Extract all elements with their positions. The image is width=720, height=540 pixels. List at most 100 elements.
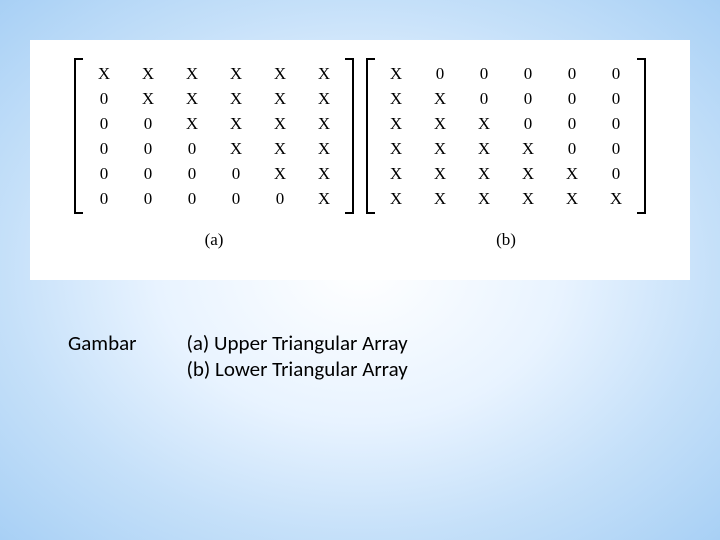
matrix-cell: 0 [594,61,638,86]
matrix-cell: 0 [506,111,550,136]
table-row: 0 0 X X X X [82,111,346,136]
matrix-cell: X [374,111,418,136]
matrix-cell: 0 [462,61,506,86]
matrix-cell: X [214,111,258,136]
matrix-cell: X [418,136,462,161]
table-row: X X X X X X [82,61,346,86]
matrix-b-wrap: X 0 0 0 0 0 X X 0 0 0 [366,58,646,250]
matrix-cell: 0 [594,161,638,186]
matrix-a-label: (a) [205,230,224,250]
table-row: X X X X 0 0 [374,136,638,161]
table-row: X 0 0 0 0 0 [374,61,638,86]
table-row: X X X 0 0 0 [374,111,638,136]
matrix-cell: 0 [126,136,170,161]
matrix-cell: X [258,86,302,111]
caption-prefix: Gambar [68,330,137,356]
matrix-cell: X [302,111,346,136]
matrix-cell: X [374,86,418,111]
matrix-cell: 0 [126,161,170,186]
matrix-cell: X [170,86,214,111]
matrix-cell: 0 [82,86,126,111]
matrix-cell: X [506,136,550,161]
matrix-cell: 0 [258,186,302,211]
bracket-right-icon [345,58,354,214]
matrix-cell: X [374,61,418,86]
table-row: 0 0 0 0 X X [82,161,346,186]
matrix-a-wrap: X X X X X X 0 X X X X [74,58,354,250]
matrix-cell: 0 [462,86,506,111]
matrix-cell: X [594,186,638,211]
matrix-cell: X [506,161,550,186]
matrix-cell: X [374,136,418,161]
matrix-cell: X [258,111,302,136]
matrix-cell: 0 [126,111,170,136]
matrix-a: X X X X X X 0 X X X X [82,61,346,211]
matrix-cell: 0 [506,61,550,86]
matrix-cell: 0 [82,186,126,211]
table-row: X X X X X X [374,186,638,211]
matrix-cell: 0 [594,86,638,111]
matrix-cell: X [462,111,506,136]
matrix-cell: X [462,136,506,161]
matrix-cell: X [550,186,594,211]
matrix-cell: X [258,136,302,161]
bracket-right-icon [637,58,646,214]
matrix-cell: X [258,61,302,86]
matrix-cell: 0 [594,111,638,136]
matrix-cell: 0 [82,111,126,136]
table-row: X X 0 0 0 0 [374,86,638,111]
caption-line-b: (b) Lower Triangular Array [187,356,408,382]
matrix-cell: X [126,86,170,111]
matrix-cell: X [170,61,214,86]
matrix-cell: X [258,161,302,186]
matrix-cell: 0 [550,111,594,136]
table-row: X X X X X 0 [374,161,638,186]
matrix-cell: X [214,86,258,111]
matrix-cell: 0 [82,136,126,161]
caption-line-a: (a) Upper Triangular Array [187,330,408,356]
matrix-cell: X [418,111,462,136]
matrix-cell: 0 [82,161,126,186]
matrices-region: X X X X X X 0 X X X X [30,40,690,280]
slide-container: X X X X X X 0 X X X X [0,0,720,540]
matrix-cell: X [550,161,594,186]
matrix-cell: 0 [550,86,594,111]
matrix-cell: 0 [170,186,214,211]
matrix-b-brackets: X 0 0 0 0 0 X X 0 0 0 [366,58,646,214]
matrices-row: X X X X X X 0 X X X X [74,58,646,250]
matrix-cell: X [214,61,258,86]
matrix-cell: 0 [550,136,594,161]
matrix-cell: 0 [594,136,638,161]
matrix-cell: 0 [550,61,594,86]
matrix-cell: X [302,161,346,186]
matrix-b: X 0 0 0 0 0 X X 0 0 0 [374,61,638,211]
matrix-cell: 0 [418,61,462,86]
matrix-cell: 0 [214,161,258,186]
matrix-cell: X [462,161,506,186]
table-row: 0 0 0 X X X [82,136,346,161]
matrix-cell: X [506,186,550,211]
matrix-cell: X [418,186,462,211]
matrix-a-brackets: X X X X X X 0 X X X X [74,58,354,214]
matrix-cell: X [214,136,258,161]
matrix-cell: X [82,61,126,86]
table-row: 0 X X X X X [82,86,346,111]
table-row: 0 0 0 0 0 X [82,186,346,211]
matrix-b-label: (b) [496,230,516,250]
matrix-cell: X [374,186,418,211]
matrix-cell: 0 [126,186,170,211]
caption-lines: (a) Upper Triangular Array (b) Lower Tri… [187,330,408,383]
matrix-cell: X [170,111,214,136]
matrix-cell: X [418,86,462,111]
matrix-cell: 0 [170,136,214,161]
matrix-cell: X [302,86,346,111]
matrix-cell: 0 [214,186,258,211]
matrix-cell: X [462,186,506,211]
caption-row: Gambar (a) Upper Triangular Array (b) Lo… [68,330,408,383]
matrix-cell: X [302,186,346,211]
matrix-cell: X [302,136,346,161]
matrix-cell: 0 [170,161,214,186]
matrix-cell: 0 [506,86,550,111]
matrix-cell: X [374,161,418,186]
matrix-cell: X [302,61,346,86]
